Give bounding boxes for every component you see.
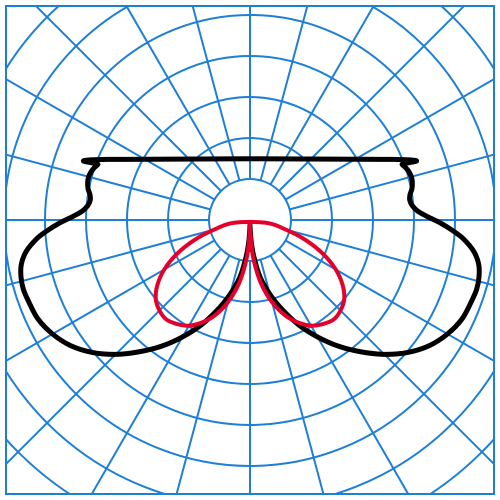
- polar-chart: [0, 0, 500, 500]
